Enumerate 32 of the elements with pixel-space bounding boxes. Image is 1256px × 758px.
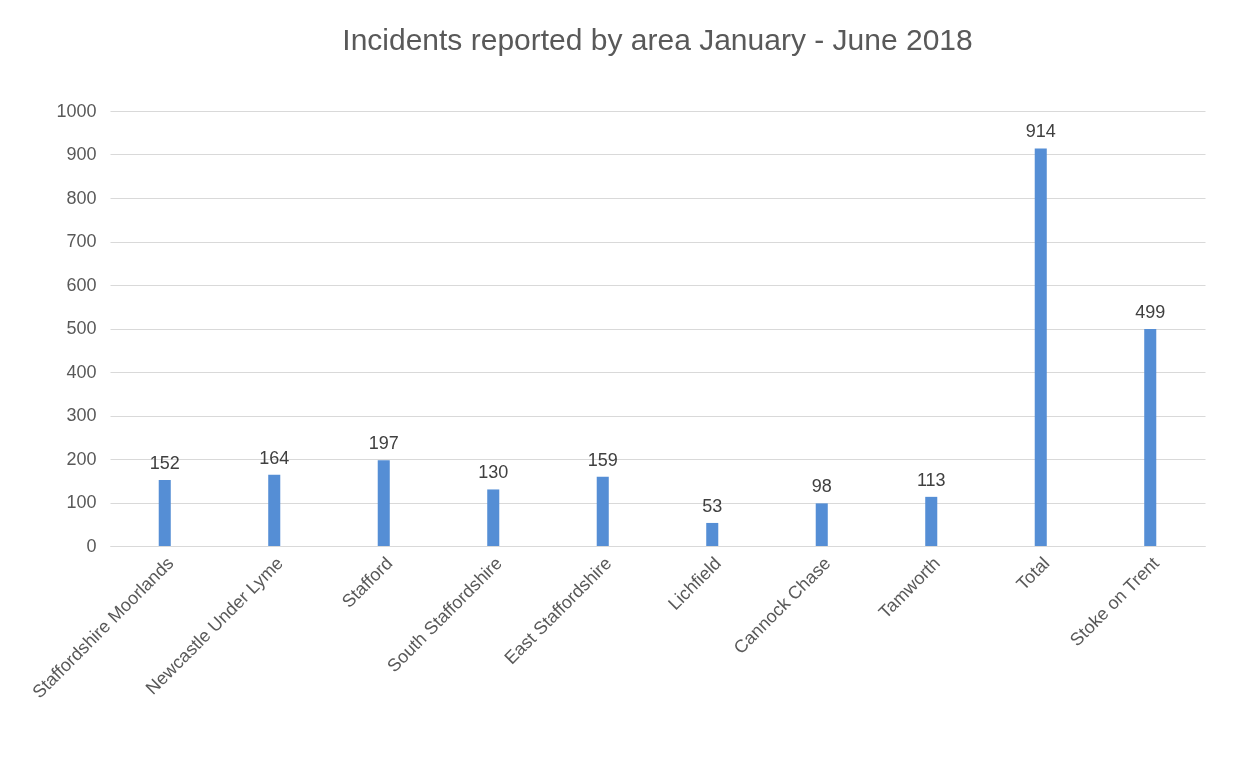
y-tick-label: 500 — [66, 318, 97, 338]
bar — [1144, 328, 1157, 546]
bar — [706, 522, 719, 546]
data-label: 53 — [702, 495, 723, 516]
y-tick-label: 700 — [66, 231, 97, 251]
y-tick-label: 300 — [66, 405, 97, 425]
bar — [377, 460, 390, 546]
y-tick-label: 900 — [66, 144, 97, 164]
y-tick-label: 200 — [66, 448, 97, 469]
bar — [815, 503, 828, 546]
bar — [268, 474, 281, 546]
bar — [487, 489, 500, 546]
bar — [925, 496, 938, 546]
y-tick-label: 600 — [66, 274, 97, 295]
y-tick-label: 400 — [66, 361, 97, 382]
data-label: 197 — [368, 433, 399, 454]
data-label: 152 — [149, 452, 180, 473]
y-tick-label: 100 — [66, 492, 97, 512]
chart-title: Incidents reported by area January - June 2018 — [342, 23, 973, 56]
data-label: 159 — [587, 449, 618, 470]
bar — [158, 479, 171, 546]
y-tick-label: 0 — [86, 535, 97, 556]
data-label: 499 — [1135, 301, 1166, 322]
data-label: 113 — [916, 469, 946, 490]
bar — [1034, 148, 1047, 546]
data-label: 914 — [1025, 121, 1056, 142]
bar — [596, 476, 609, 546]
data-label: 164 — [259, 447, 290, 468]
y-tick-label: 800 — [66, 187, 97, 208]
data-label: 130 — [478, 462, 509, 483]
data-label: 98 — [811, 476, 832, 497]
y-tick-label: 1000 — [56, 100, 97, 121]
